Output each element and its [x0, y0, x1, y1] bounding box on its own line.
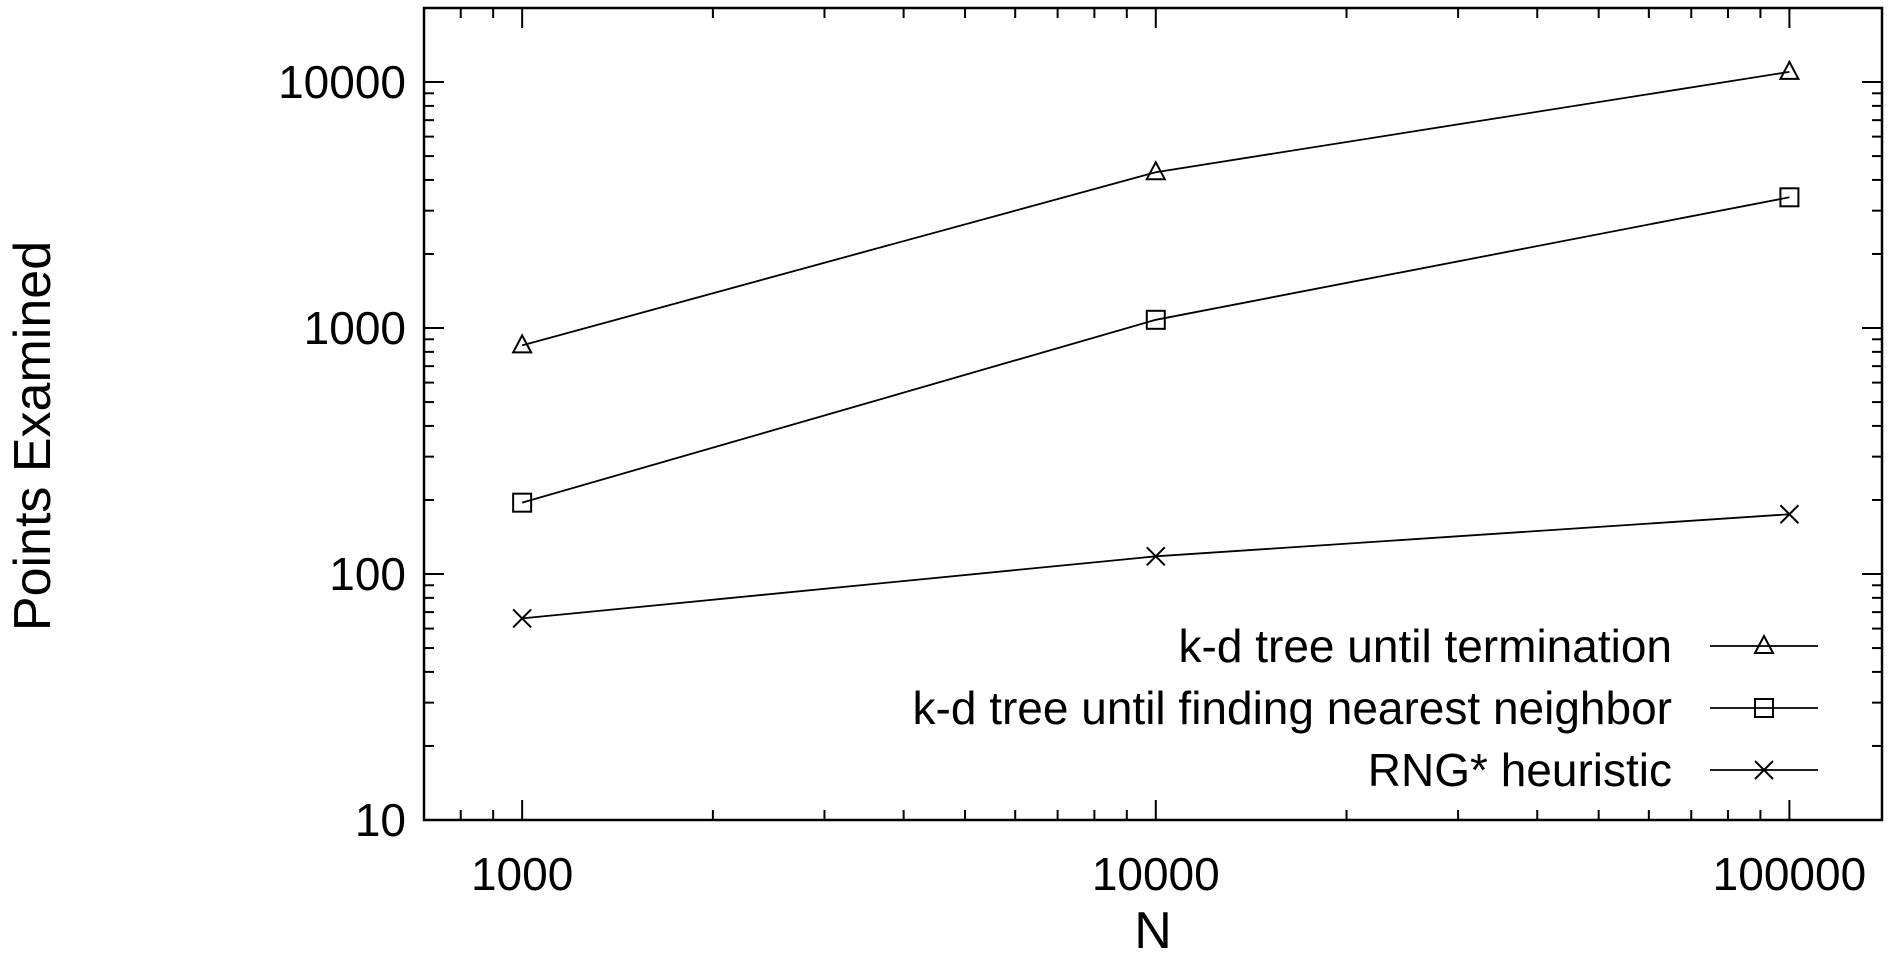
- y-tick-label: 100: [329, 548, 406, 600]
- tick-labels: 10 100 1000 10000 1000 10000 100000: [278, 56, 1866, 900]
- series-layer: [511, 59, 1801, 629]
- cross-marker: [512, 608, 532, 629]
- cross-marker: [1779, 504, 1800, 524]
- plot-area-frame: [422, 6, 1884, 822]
- x-axis-label: N: [1134, 902, 1172, 958]
- legend: k-d tree until termination k-d tree until…: [913, 620, 1818, 796]
- y-axis-label: Points Examined: [4, 241, 62, 631]
- legend-item: k-d tree until termination: [1179, 620, 1818, 672]
- minor-ticks: [423, 7, 1882, 820]
- square-marker: [512, 492, 533, 513]
- triangle-marker: [1778, 59, 1801, 80]
- series-line: [521, 70, 1790, 347]
- triangle-marker: [1145, 160, 1167, 181]
- series-square: [512, 187, 1800, 513]
- legend-item: RNG* heuristic: [1368, 744, 1818, 796]
- y-tick-label: 10: [355, 794, 406, 846]
- y-tick-label: 10000: [278, 56, 406, 108]
- x-tick-label: 10000: [1092, 848, 1220, 900]
- square-marker: [1145, 309, 1166, 330]
- legend-label: k-d tree until finding nearest neighbor: [913, 682, 1672, 734]
- series-line: [522, 513, 1790, 620]
- legend-label: RNG* heuristic: [1368, 744, 1672, 796]
- cross-marker: [1754, 760, 1774, 780]
- x-tick-label: 100000: [1713, 848, 1867, 900]
- series-cross: [512, 504, 1800, 629]
- x-tick-label: 1000: [471, 848, 573, 900]
- square-marker: [1779, 187, 1800, 208]
- triangle-marker: [1753, 633, 1775, 654]
- legend-item: k-d tree until finding nearest neighbor: [913, 682, 1818, 734]
- square-marker: [1754, 698, 1774, 718]
- cross-marker: [1146, 546, 1166, 567]
- legend-label: k-d tree until termination: [1179, 620, 1672, 672]
- triangle-marker: [511, 333, 533, 354]
- series-triangle: [511, 59, 1801, 354]
- series-line: [521, 196, 1790, 504]
- y-tick-label: 1000: [304, 302, 406, 354]
